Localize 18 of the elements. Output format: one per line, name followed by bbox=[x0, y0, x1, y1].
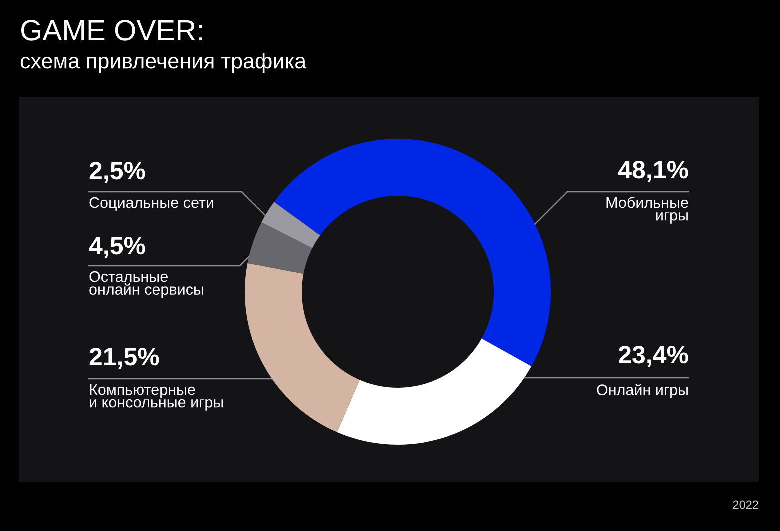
chart-subtitle: схема привлечения трафика bbox=[20, 52, 307, 74]
data-label: 2,5% bbox=[90, 162, 146, 184]
donut-slice bbox=[274, 139, 551, 367]
donut-slice bbox=[245, 263, 360, 432]
donut-slice bbox=[248, 222, 312, 274]
data-label: 21,5% bbox=[90, 348, 160, 370]
slice-label: Остальные онлайн сервисы bbox=[90, 271, 204, 298]
data-label: 48,1% bbox=[618, 161, 688, 182]
data-label: 23,4% bbox=[618, 346, 688, 368]
slice-label: Мобильные игры bbox=[606, 196, 688, 224]
donut-slice bbox=[262, 202, 320, 248]
chart-title: GAME OVER: bbox=[21, 20, 202, 41]
slice-label: Компьютерные и консольные игры bbox=[90, 384, 224, 411]
data-label: 4,5% bbox=[89, 237, 146, 258]
slice-label: Социальные сети bbox=[90, 197, 214, 212]
slice-label: Онлайн игры bbox=[597, 384, 688, 399]
donut-slice bbox=[337, 338, 532, 445]
text: 2022 bbox=[733, 500, 758, 510]
